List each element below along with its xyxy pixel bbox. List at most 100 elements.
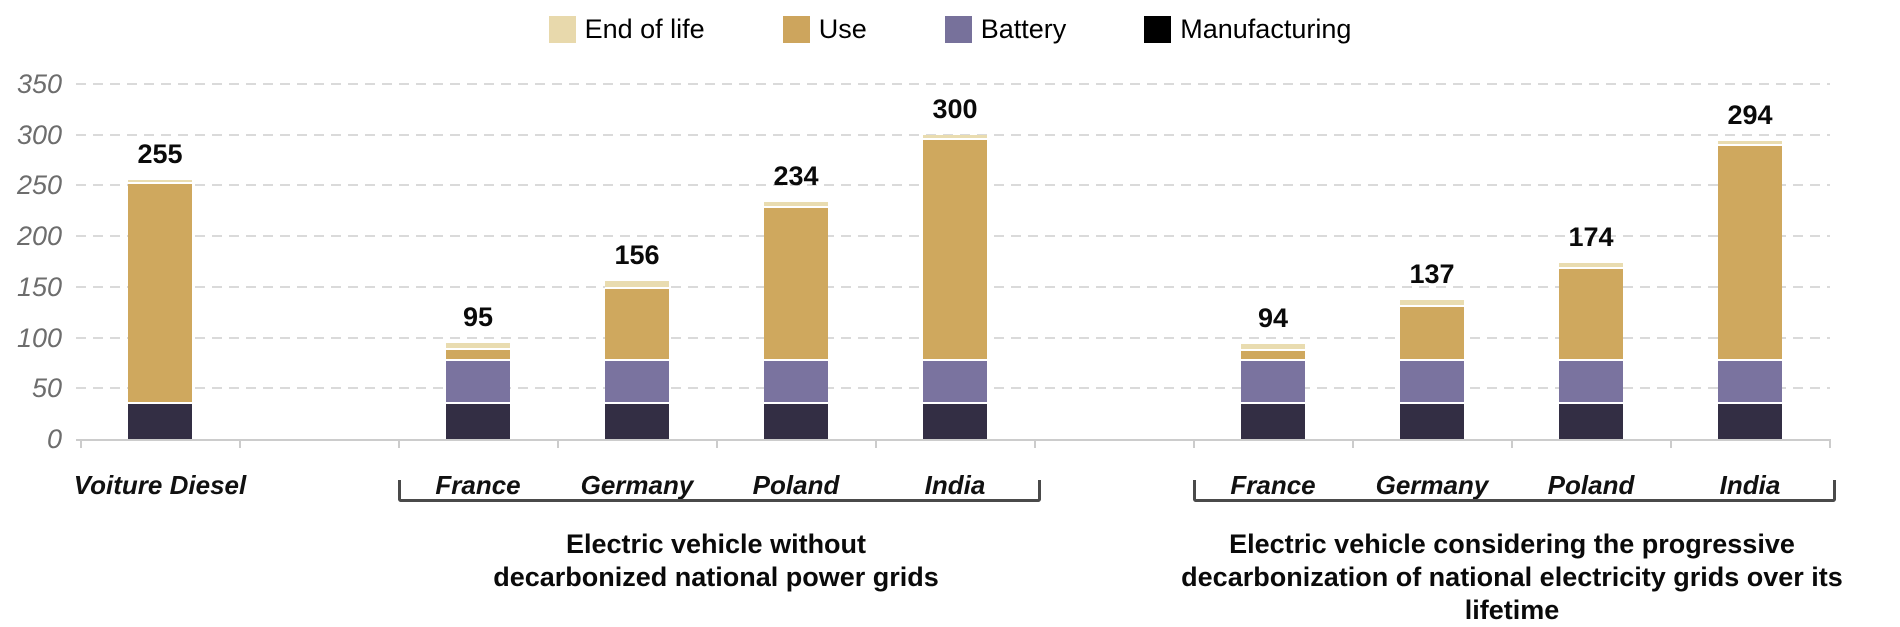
caption-line: decarbonization of national electricity … xyxy=(1181,562,1843,625)
group-caption-ev-no-decarb: Electric vehicle without decarbonized na… xyxy=(416,528,1016,594)
category-label-voiture-diesel: Voiture Diesel xyxy=(73,470,247,500)
bar-segment-manufacturing xyxy=(1241,403,1305,439)
stacked-bar-voiture-diesel-diesel xyxy=(128,180,192,439)
x-axis-tick xyxy=(1670,439,1672,448)
x-axis-tick xyxy=(1352,439,1354,448)
bar-segment-end-of-life xyxy=(1241,343,1305,351)
category-label-india: India xyxy=(1719,470,1781,500)
bar-segment-end-of-life xyxy=(764,201,828,208)
bar-segment-end-of-life xyxy=(923,134,987,140)
category-label-poland: Poland xyxy=(752,470,840,500)
x-axis-tick xyxy=(239,439,241,448)
y-axis-tick-label: 100 xyxy=(16,322,62,353)
x-axis-tick xyxy=(80,439,82,448)
bar-segment-battery xyxy=(1559,360,1623,404)
category-label-france: France xyxy=(435,470,521,500)
y-axis-tick-label: 250 xyxy=(16,170,62,201)
bar-segment-manufacturing xyxy=(605,403,669,439)
y-axis-tick-label: 150 xyxy=(16,271,62,302)
bar-total-label: 234 xyxy=(773,160,819,191)
caption-line: Electric vehicle considering the progres… xyxy=(1229,529,1795,559)
x-axis-tick xyxy=(875,439,877,448)
bar-total-label: 94 xyxy=(1257,302,1289,333)
bar-segment-end-of-life xyxy=(128,180,192,185)
bar-segment-use xyxy=(446,349,510,361)
bar-segment-manufacturing xyxy=(446,403,510,439)
stacked-bar-germany-ev_decarb xyxy=(1400,300,1464,439)
gridline xyxy=(76,133,1830,136)
legend-swatch-icon xyxy=(1144,16,1172,43)
x-axis-tick xyxy=(716,439,718,448)
bar-segment-manufacturing xyxy=(1400,403,1464,439)
stacked-bar-france-ev_no_decarb xyxy=(446,342,510,439)
group-bracket-ev-decarb xyxy=(1193,480,1836,502)
legend-item: Manufacturing xyxy=(1144,16,1351,43)
gridline xyxy=(76,83,1830,85)
legend-swatch-icon xyxy=(548,16,576,43)
y-axis-tick-label: 50 xyxy=(31,373,62,404)
bar-segment-use xyxy=(1559,268,1623,361)
legend-swatch-icon xyxy=(782,16,810,43)
legend-label: Manufacturing xyxy=(1180,14,1352,44)
legend-label: Battery xyxy=(980,14,1067,44)
bar-total-label: 95 xyxy=(462,301,494,332)
bar-segment-use xyxy=(605,288,669,361)
bar-segment-manufacturing xyxy=(923,403,987,439)
bar-segment-use xyxy=(1718,145,1782,361)
bar-segment-end-of-life xyxy=(446,342,510,350)
plot-area: 0 50 100 150 200 250 300 350 255 95 156 234 300 94 137… xyxy=(17,69,1831,454)
legend-label: End of life xyxy=(584,14,705,44)
bar-total-label: 294 xyxy=(1727,99,1773,130)
bar-segment-battery xyxy=(923,360,987,404)
stacked-bar-poland-ev_no_decarb xyxy=(764,201,828,439)
legend-label: Use xyxy=(818,14,867,44)
bar-segment-manufacturing xyxy=(128,403,192,439)
legend-item: Use xyxy=(782,14,867,44)
bar-segment-use xyxy=(764,207,828,361)
legend-item: Battery xyxy=(944,14,1067,44)
bar-segment-end-of-life xyxy=(605,280,669,289)
x-axis-tick xyxy=(557,439,559,448)
caption-line: Electric vehicle without xyxy=(565,529,867,559)
caption-line: decarbonized national power grids xyxy=(493,562,939,592)
bar-segment-use xyxy=(1400,307,1464,361)
bar-segment-manufacturing xyxy=(1559,403,1623,439)
x-axis-tick xyxy=(1034,439,1036,448)
bar-segment-battery xyxy=(1718,360,1782,404)
category-label-france: France xyxy=(1230,470,1316,500)
bar-segment-end-of-life xyxy=(1400,300,1464,308)
x-axis-tick xyxy=(1193,439,1195,448)
bar-segment-manufacturing xyxy=(1718,403,1782,439)
bar-total-label: 300 xyxy=(932,93,978,124)
group-bracket-ev-no-decarb xyxy=(398,480,1041,502)
bar-total-label: 255 xyxy=(137,139,183,170)
category-label-germany: Germany xyxy=(580,470,694,500)
stacked-bar-india-ev_no_decarb xyxy=(923,134,987,439)
legend-swatch-icon xyxy=(944,16,972,43)
x-axis-tick xyxy=(398,439,400,448)
y-axis-tick-label: 200 xyxy=(16,221,62,252)
y-axis-tick-label: 350 xyxy=(16,69,62,99)
x-axis-tick xyxy=(1829,439,1831,448)
bar-total-label: 174 xyxy=(1568,221,1614,252)
category-label-india: India xyxy=(924,470,986,500)
y-axis-tick-label: 0 xyxy=(46,424,62,454)
bar-segment-battery xyxy=(446,360,510,404)
bar-segment-end-of-life xyxy=(1559,262,1623,269)
bar-segment-use xyxy=(923,139,987,361)
y-axis-tick-label: 300 xyxy=(16,119,62,150)
legend: End of life Use Battery Manufacturing xyxy=(0,16,1900,43)
bar-segment-use xyxy=(128,184,192,404)
bar-total-label: 137 xyxy=(1409,259,1455,290)
x-axis-tick xyxy=(1511,439,1513,448)
stacked-bar-india-ev_decarb xyxy=(1718,140,1782,439)
category-label-poland: Poland xyxy=(1547,470,1635,500)
legend-item: End of life xyxy=(548,14,705,44)
bar-segment-battery xyxy=(764,360,828,404)
bar-segment-end-of-life xyxy=(1718,140,1782,146)
stacked-bar-germany-ev_no_decarb xyxy=(605,280,669,439)
category-label-germany: Germany xyxy=(1375,470,1489,500)
group-caption-ev-decarb: Electric vehicle considering the progres… xyxy=(1141,528,1883,627)
bar-segment-battery xyxy=(1400,360,1464,404)
